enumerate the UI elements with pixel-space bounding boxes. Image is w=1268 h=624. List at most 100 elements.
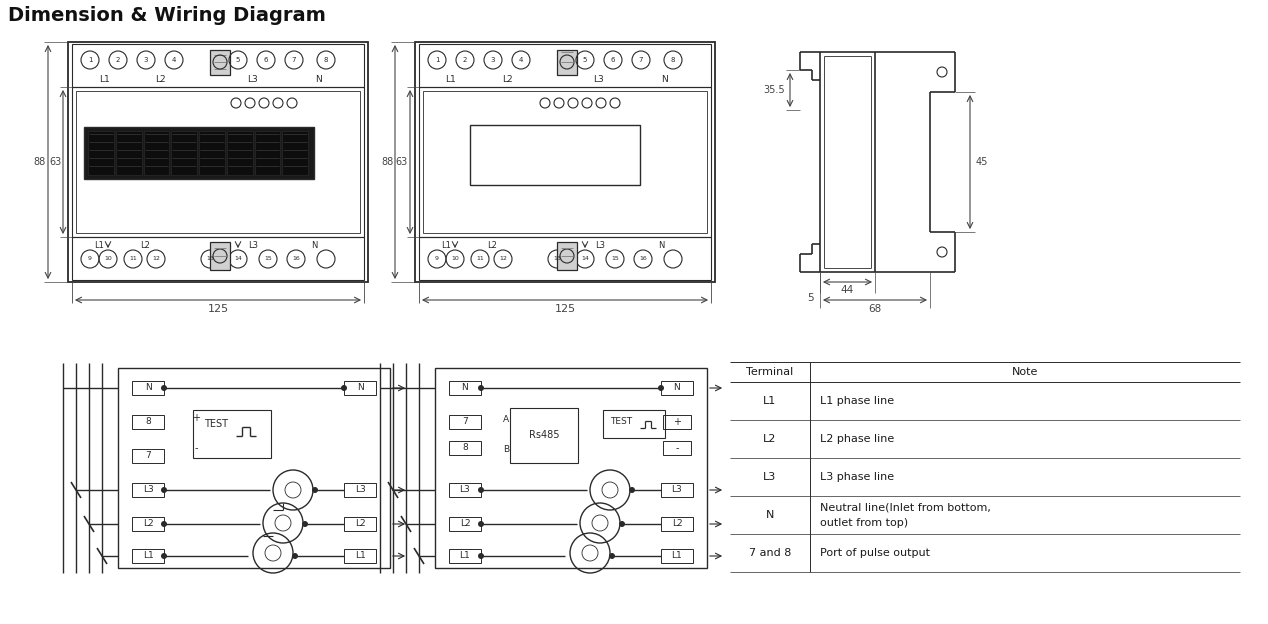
- Circle shape: [161, 385, 167, 391]
- Text: L1: L1: [142, 552, 153, 560]
- Text: 10: 10: [451, 256, 459, 261]
- Bar: [604, 410, 664, 438]
- Circle shape: [658, 385, 664, 391]
- Bar: [72, 237, 364, 280]
- Text: L3: L3: [593, 76, 605, 84]
- Text: 5: 5: [806, 293, 813, 303]
- Text: -: -: [194, 443, 198, 453]
- Text: 14: 14: [235, 256, 242, 261]
- Text: 125: 125: [208, 304, 228, 314]
- Bar: [663, 441, 691, 455]
- Bar: [557, 50, 577, 75]
- Text: 15: 15: [611, 256, 619, 261]
- Circle shape: [302, 521, 308, 527]
- Circle shape: [161, 521, 167, 527]
- Bar: [84, 127, 314, 179]
- Text: 2: 2: [463, 57, 467, 63]
- Text: 3: 3: [491, 57, 496, 63]
- Text: outlet from top): outlet from top): [820, 518, 908, 528]
- Text: 3: 3: [143, 57, 148, 63]
- Text: 13: 13: [207, 256, 214, 261]
- Text: 88: 88: [34, 157, 46, 167]
- Circle shape: [619, 521, 625, 527]
- Bar: [210, 242, 230, 270]
- Text: 9: 9: [87, 256, 93, 261]
- Text: L1: L1: [99, 76, 109, 84]
- Circle shape: [609, 553, 615, 559]
- Bar: [87, 131, 114, 175]
- Text: 6: 6: [264, 57, 269, 63]
- Bar: [449, 517, 481, 531]
- Bar: [143, 131, 169, 175]
- Text: TEST: TEST: [204, 419, 228, 429]
- Bar: [510, 408, 578, 463]
- Circle shape: [341, 385, 347, 391]
- Text: L1: L1: [763, 396, 776, 406]
- Bar: [557, 242, 577, 270]
- Text: L1: L1: [441, 240, 451, 250]
- Text: 9: 9: [435, 256, 439, 261]
- Text: L2: L2: [143, 520, 153, 529]
- Text: 8: 8: [671, 57, 676, 63]
- Text: Neutral line(Inlet from bottom,: Neutral line(Inlet from bottom,: [820, 502, 990, 512]
- Text: 4: 4: [519, 57, 524, 63]
- Text: Rs485: Rs485: [529, 430, 559, 440]
- Bar: [132, 449, 164, 463]
- Text: L1 phase line: L1 phase line: [820, 396, 894, 406]
- Text: L3: L3: [246, 76, 257, 84]
- Text: +: +: [673, 417, 681, 427]
- Bar: [449, 415, 481, 429]
- Text: 8: 8: [323, 57, 328, 63]
- Text: 5: 5: [236, 57, 240, 63]
- Text: N: N: [311, 240, 317, 250]
- Text: Port of pulse output: Port of pulse output: [820, 548, 929, 558]
- Text: 12: 12: [500, 256, 507, 261]
- Bar: [68, 42, 368, 282]
- Bar: [435, 368, 708, 568]
- Circle shape: [478, 521, 484, 527]
- Text: 1: 1: [87, 57, 93, 63]
- Bar: [663, 415, 691, 429]
- Text: 7: 7: [292, 57, 297, 63]
- Bar: [661, 381, 694, 395]
- Bar: [418, 237, 711, 280]
- Text: L3: L3: [595, 240, 605, 250]
- Bar: [418, 44, 711, 87]
- Bar: [449, 549, 481, 563]
- Bar: [344, 517, 377, 531]
- Text: 7: 7: [145, 452, 151, 461]
- Text: 8: 8: [462, 444, 468, 452]
- Text: N: N: [766, 510, 775, 520]
- Circle shape: [478, 385, 484, 391]
- Text: L3 phase line: L3 phase line: [820, 472, 894, 482]
- Text: 15: 15: [264, 256, 271, 261]
- Text: L3: L3: [459, 485, 470, 494]
- Bar: [193, 410, 271, 458]
- Text: 13: 13: [553, 256, 560, 261]
- Text: 16: 16: [292, 256, 299, 261]
- Bar: [132, 483, 164, 497]
- Text: 14: 14: [581, 256, 588, 261]
- Text: 7 and 8: 7 and 8: [749, 548, 791, 558]
- Text: 2: 2: [115, 57, 120, 63]
- Text: N: N: [356, 384, 364, 392]
- Bar: [344, 549, 377, 563]
- Bar: [72, 44, 364, 87]
- Text: B: B: [503, 446, 508, 454]
- Text: 8: 8: [145, 417, 151, 426]
- Bar: [415, 42, 715, 282]
- Text: 7: 7: [639, 57, 643, 63]
- Text: L1: L1: [355, 552, 365, 560]
- Text: L2: L2: [672, 520, 682, 529]
- Text: 63: 63: [49, 157, 61, 167]
- Circle shape: [478, 487, 484, 493]
- Bar: [255, 131, 280, 175]
- Text: 35.5: 35.5: [763, 85, 785, 95]
- Bar: [418, 87, 711, 237]
- Bar: [661, 517, 694, 531]
- Text: L2: L2: [155, 76, 165, 84]
- Text: 88: 88: [380, 157, 393, 167]
- Bar: [283, 131, 308, 175]
- Text: N: N: [145, 384, 151, 392]
- Text: 63: 63: [396, 157, 408, 167]
